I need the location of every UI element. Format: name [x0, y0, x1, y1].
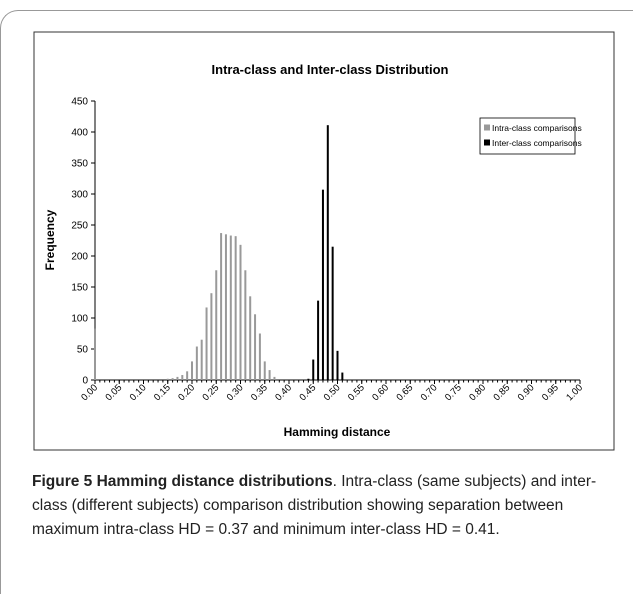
y-tick-label: 200	[71, 252, 88, 263]
y-tick-label: 100	[71, 314, 88, 325]
bar	[205, 307, 208, 380]
bar	[321, 189, 324, 380]
y-axis-label: Frequency	[43, 209, 57, 270]
y-tick-label: 350	[71, 159, 88, 170]
bar	[234, 236, 237, 380]
bar	[94, 328, 96, 380]
caption: Figure 5 Hamming distance distributions.…	[32, 470, 617, 542]
bar	[191, 361, 193, 380]
bar	[210, 293, 213, 380]
legend-swatch	[484, 124, 490, 131]
bar	[239, 244, 242, 380]
y-tick-label: 0	[82, 376, 88, 387]
bar	[258, 333, 261, 380]
y-tick-label: 250	[71, 221, 88, 232]
bar	[215, 270, 218, 380]
y-tick-label: 450	[71, 97, 88, 108]
bar	[176, 376, 179, 380]
bar	[307, 378, 310, 380]
bar	[336, 350, 339, 380]
bar	[268, 370, 271, 380]
bar	[244, 270, 247, 380]
bar	[181, 375, 184, 380]
bar	[220, 233, 223, 380]
bar	[229, 235, 232, 380]
y-tick-label: 300	[71, 190, 88, 201]
bar	[254, 314, 257, 380]
legend-swatch	[484, 139, 490, 146]
bar	[317, 300, 320, 380]
caption-text: . Intra-class (same subjects) and inter-…	[32, 473, 597, 538]
legend-label: Inter-class comparisons	[492, 138, 582, 148]
figure-frame	[0, 10, 633, 594]
bar	[326, 125, 329, 381]
y-tick-label: 400	[71, 128, 88, 139]
bar	[166, 378, 169, 380]
bar	[186, 371, 189, 380]
y-tick-label: 150	[71, 283, 88, 294]
legend-label: Intra-class comparisons	[492, 123, 582, 133]
chart-title: Intra-class and Inter-class Distribution	[212, 62, 449, 77]
bar	[273, 376, 276, 380]
y-tick-label: 50	[77, 345, 89, 356]
caption-label: Figure 5 Hamming distance distributions	[32, 473, 333, 490]
bar	[312, 359, 315, 380]
bar	[341, 372, 344, 380]
x-axis-label: Hamming distance	[284, 425, 391, 439]
bar	[249, 296, 252, 380]
bar	[331, 246, 334, 380]
bar	[171, 378, 174, 380]
bar	[200, 339, 203, 380]
bar	[224, 234, 227, 380]
bar	[195, 346, 198, 380]
bar	[263, 361, 266, 380]
legend-box	[479, 117, 576, 155]
